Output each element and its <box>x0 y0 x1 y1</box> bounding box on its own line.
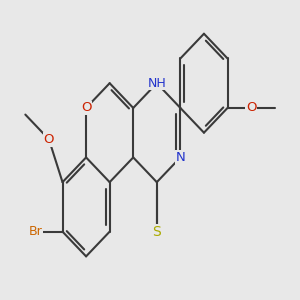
Text: N: N <box>176 151 185 164</box>
Text: Br: Br <box>28 225 42 238</box>
Text: NH: NH <box>147 77 166 90</box>
Text: S: S <box>152 225 161 238</box>
Text: O: O <box>81 101 91 114</box>
Text: O: O <box>44 133 54 146</box>
Text: O: O <box>246 101 256 114</box>
